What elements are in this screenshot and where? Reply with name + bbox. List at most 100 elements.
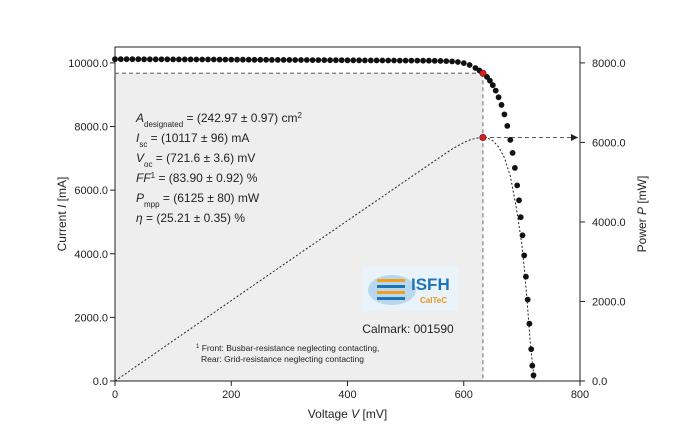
iv-point [362, 57, 368, 64]
iv-point [526, 320, 533, 327]
iv-point [240, 56, 246, 63]
mpp-power-marker [479, 133, 487, 141]
y2-axis-ticks: 0.0 2000.0 4000.0 6000.0 8000.0 [580, 58, 626, 388]
y-tick-label: 0.0 [93, 376, 108, 388]
iv-point [408, 57, 415, 64]
parameter-symbol: P [136, 191, 144, 205]
parameter-list: Adesignated = (242.97 ± 0.97) cm2 Isc = (… [135, 111, 302, 226]
iv-point [437, 58, 444, 64]
iv-point [327, 57, 333, 64]
mpp-area-fill [115, 73, 483, 381]
iv-point [135, 56, 142, 63]
iv-point [431, 57, 438, 64]
iv-point [426, 57, 432, 64]
iv-point [152, 56, 159, 63]
iv-point [460, 60, 467, 66]
x-axis-label: Voltage V [mV] [308, 407, 387, 421]
iv-point [141, 56, 148, 63]
parameter-value: = (242.97 ± 0.97) cm [183, 111, 297, 125]
iv-point [286, 57, 293, 63]
parameter-line: Pmpp = (6125 ± 80) mW [136, 191, 260, 209]
parameter-subscript: designated [144, 120, 183, 129]
parameter-value: = (10117 ± 96) mA [147, 131, 249, 145]
calmark: Calmark: 001590 [362, 322, 454, 336]
iv-point [257, 56, 264, 63]
iv-point [112, 56, 118, 63]
y2-tick-label: 2000.0 [592, 296, 626, 308]
parameter-symbol: η [136, 211, 143, 225]
iv-point [129, 56, 136, 63]
y2-axis-label: Power P [mW] [635, 176, 649, 253]
iv-point [298, 57, 304, 63]
iv-point [524, 296, 531, 303]
parameter-symbol: A [135, 111, 144, 125]
iv-point [269, 57, 275, 63]
iv-point [164, 56, 171, 63]
iv-point [176, 56, 182, 63]
parameter-line: FF1 = (83.90 ± 0.92) % [136, 171, 258, 186]
iv-point [274, 57, 281, 63]
iv-point [245, 56, 252, 63]
iv-point [222, 56, 229, 63]
parameter-value: = (83.90 ± 0.92) % [155, 171, 258, 185]
parameter-value: = (6125 ± 80) mW [160, 191, 260, 205]
iv-point [251, 56, 258, 63]
iv-point [489, 82, 496, 89]
y-axis-label: Current I [mA] [55, 177, 69, 252]
parameter-line: η = (25.21 ± 0.35) % [136, 211, 245, 225]
iv-point [193, 56, 200, 63]
iv-point [402, 57, 409, 64]
iv-point [521, 252, 528, 259]
parameter-value: = (25.21 ± 0.35) % [143, 211, 246, 225]
x-tick-label: 800 [571, 389, 589, 401]
x-tick-label: 0 [112, 389, 118, 401]
mpp-current-marker [479, 69, 487, 77]
iv-point [514, 182, 521, 189]
iv-point [181, 56, 188, 63]
iv-point [530, 372, 537, 379]
iv-point [309, 57, 316, 63]
iv-point [509, 150, 516, 156]
logo-sub: CalTeC [420, 296, 447, 305]
iv-point [517, 214, 524, 221]
iv-point [158, 56, 165, 63]
iv-point [263, 56, 269, 63]
y2-tick-label: 8000.0 [592, 58, 626, 70]
y-tick-label: 2000.0 [74, 312, 108, 324]
iv-point [321, 57, 328, 63]
iv-point [350, 57, 357, 64]
mpp-markers [479, 69, 487, 141]
iv-point [280, 57, 287, 63]
iv-point [205, 56, 211, 63]
iv-point [292, 57, 299, 63]
iv-point [487, 77, 493, 84]
iv-point [228, 56, 235, 63]
iv-point [466, 62, 473, 68]
parameter-line: Adesignated = (242.97 ± 0.97) cm2 [135, 111, 302, 129]
iv-point [512, 165, 518, 171]
y2-tick-label: 4000.0 [592, 217, 626, 229]
footnote-line-1: 1 Front: Busbar-resistance neglecting co… [196, 343, 379, 353]
y-tick-label: 8000.0 [74, 122, 108, 134]
iv-point [391, 57, 397, 64]
iv-point [443, 58, 450, 64]
iv-point [170, 56, 177, 63]
parameter-line: Isc = (10117 ± 96) mA [136, 131, 249, 149]
iv-point [492, 87, 499, 94]
iv-point [449, 58, 455, 65]
iv-point [234, 56, 241, 63]
parameter-symbol: I [136, 131, 140, 145]
parameter-symbol: V [136, 151, 145, 165]
iv-point [420, 57, 426, 64]
y2-tick-label: 0.0 [592, 376, 607, 388]
iv-point [344, 57, 351, 64]
x-tick-label: 400 [338, 389, 356, 401]
iv-point [519, 232, 526, 239]
iv-point [455, 59, 461, 65]
iv-point [199, 56, 206, 63]
parameter-value: = (721.6 ± 3.6) mV [152, 151, 255, 165]
y2-tick-label: 6000.0 [592, 137, 626, 149]
y-tick-label: 6000.0 [74, 185, 108, 197]
iv-point [396, 57, 403, 64]
